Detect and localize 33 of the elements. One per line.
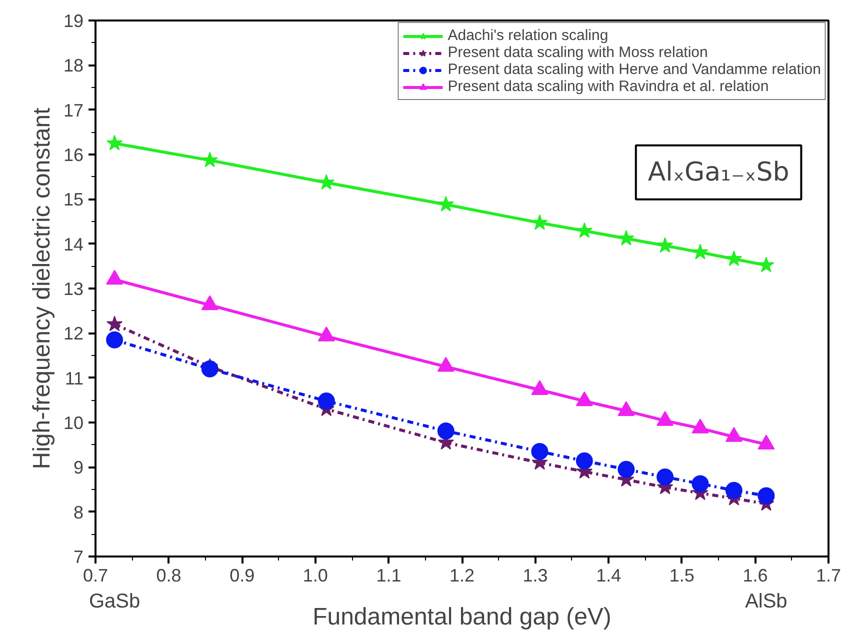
y-tick-label: 17 (63, 100, 84, 120)
y-tick-label: 9 (73, 458, 84, 478)
x-tick-label: 0.9 (230, 566, 255, 586)
text: AlSb (745, 590, 788, 612)
y-tick-label: 13 (63, 279, 84, 299)
x-axis-title: Fundamental band gap (eV) (312, 604, 612, 630)
y-tick-label: 16 (63, 145, 84, 165)
y-tick-label: 14 (63, 234, 84, 254)
legend-label: Present data scaling with Herve and Vandamme relation (448, 61, 821, 78)
legend-label: Adachi's relation scaling (448, 27, 608, 44)
x-tick-label: 1.7 (816, 566, 842, 586)
y-tick-label: 11 (64, 368, 84, 388)
x-tick-label: 1.4 (596, 566, 622, 586)
annotation: AlₓGa₁₋ₓSb (648, 157, 790, 188)
y-tick-label: 15 (63, 190, 84, 210)
x-tick-label: 1.5 (669, 566, 694, 586)
text: GaSb (88, 590, 140, 612)
legend-label: Present data scaling with Moss relation (448, 44, 708, 61)
y-tick-label: 18 (63, 56, 84, 76)
legend-label: Present data scaling with Ravindra et al. relation (448, 78, 769, 95)
y-axis-title: High-frequency dielectric constant (28, 107, 56, 470)
x-tick-label: 1.1 (376, 566, 402, 586)
x-tick-label: 1.2 (449, 566, 475, 586)
y-tick-label: 12 (63, 324, 84, 344)
y-tick-label: 7 (73, 547, 84, 567)
x-tick-label: 1.0 (302, 566, 328, 586)
y-tick-label: 19 (63, 11, 84, 31)
x-tick-label: 0.7 (82, 566, 108, 586)
y-tick-label: 10 (63, 413, 84, 433)
y-tick-label: 8 (73, 502, 84, 522)
x-tick-label: 1.6 (742, 566, 768, 586)
x-tick-label: 1.3 (522, 566, 548, 586)
x-tick-label: 0.8 (156, 566, 182, 586)
